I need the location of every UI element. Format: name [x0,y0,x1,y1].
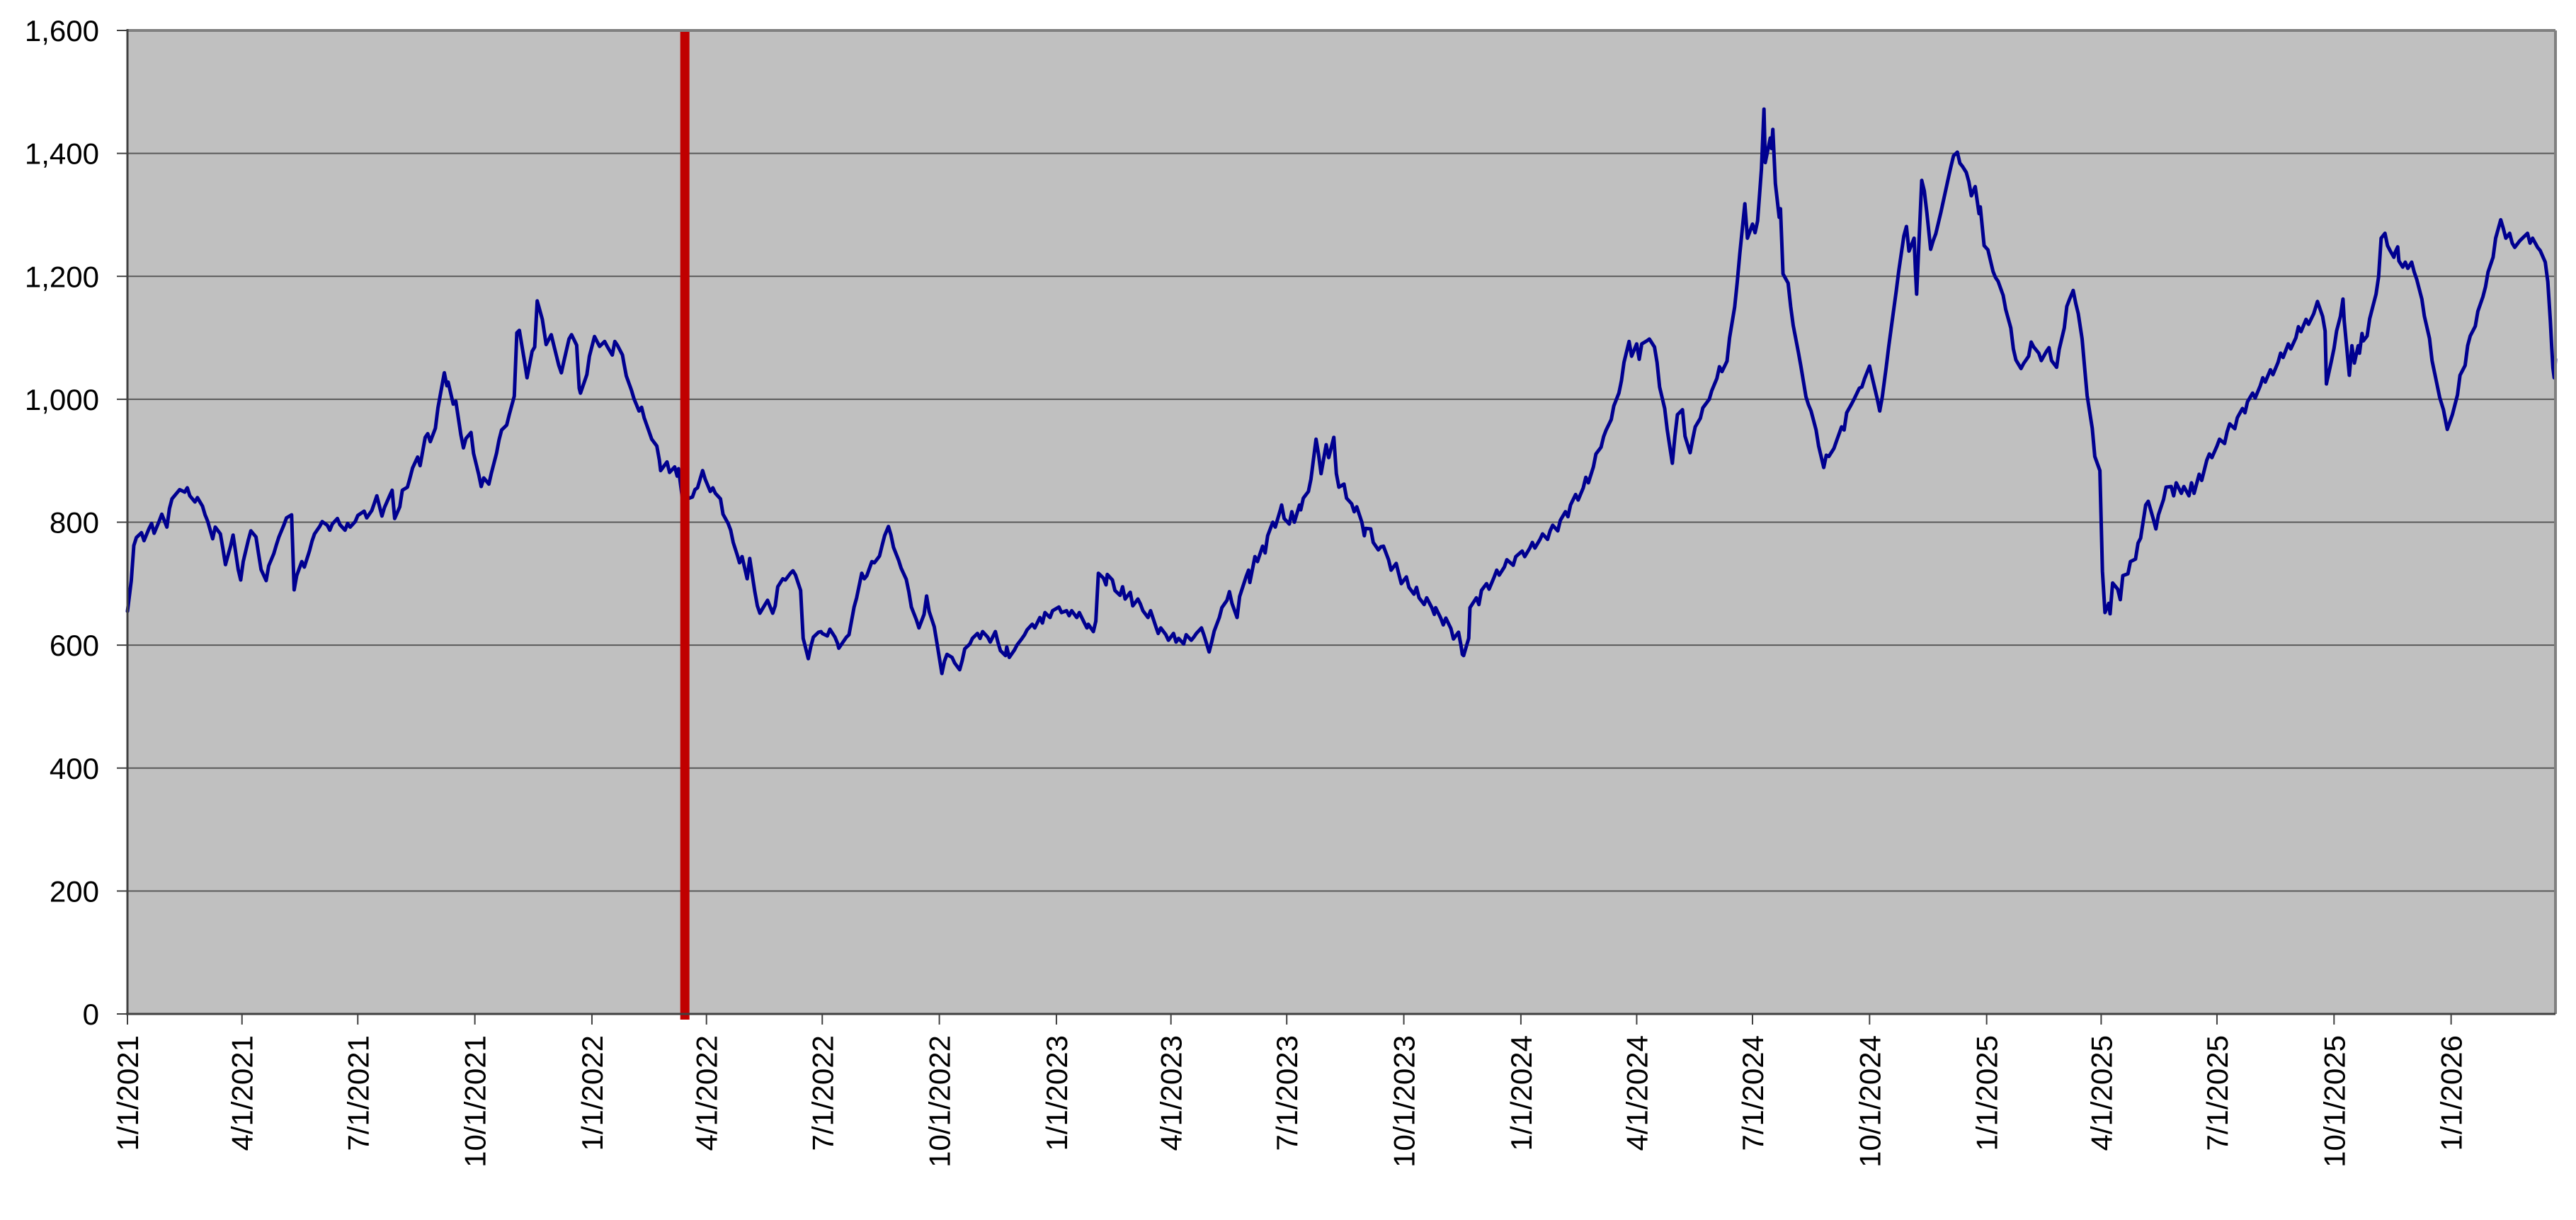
x-axis-label-4-1-2023: 4/1/2023 [1155,1035,1188,1151]
x-axis-label-4-1-2024: 4/1/2024 [1620,1035,1653,1151]
x-axis-label-10-1-2022: 10/1/2022 [923,1035,957,1168]
y-axis-label-1000: 1,000 [25,383,99,416]
y-axis-label-600: 600 [50,629,99,662]
x-axis-label-4-1-2021: 4/1/2021 [226,1035,259,1151]
y-axis-label-1400: 1,400 [25,137,99,171]
x-axis-label-7-1-2025: 7/1/2025 [2201,1035,2234,1151]
y-axis-label-200: 200 [50,874,99,908]
x-axis-label-7-1-2022: 7/1/2022 [806,1035,839,1151]
x-axis-label-7-1-2023: 7/1/2023 [1270,1035,1304,1151]
x-axis-label-7-1-2021: 7/1/2021 [341,1035,375,1151]
x-axis-label-10-1-2021: 10/1/2021 [459,1035,492,1168]
x-axis-label-1-1-2022: 1/1/2022 [576,1035,609,1151]
y-axis-label-1600: 1,600 [25,14,99,47]
x-axis-label-1-1-2021: 1/1/2021 [111,1035,144,1151]
x-axis-label-10-1-2025: 10/1/2025 [2318,1035,2351,1168]
price-line [125,107,2558,675]
y-axis-label-400: 400 [50,752,99,785]
x-axis-label-1-1-2026: 1/1/2026 [2435,1035,2468,1151]
x-axis-label-10-1-2024: 10/1/2024 [1853,1035,1886,1168]
event-marker-line [680,30,690,1020]
x-axis-label-1-1-2024: 1/1/2024 [1505,1035,1538,1151]
x-axis-label-10-1-2023: 10/1/2023 [1388,1035,1421,1168]
x-axis-label-7-1-2024: 7/1/2024 [1736,1035,1769,1151]
x-axis-label-1-1-2025: 1/1/2025 [1971,1035,2004,1151]
y-axis-label-1200: 1,200 [25,260,99,293]
y-axis-label-0: 0 [83,998,99,1031]
y-axis-label-800: 800 [50,506,99,540]
x-axis-label-4-1-2025: 4/1/2025 [2085,1035,2118,1151]
x-axis-label-4-1-2022: 4/1/2022 [690,1035,724,1151]
x-axis-label-1-1-2023: 1/1/2023 [1040,1035,1073,1151]
